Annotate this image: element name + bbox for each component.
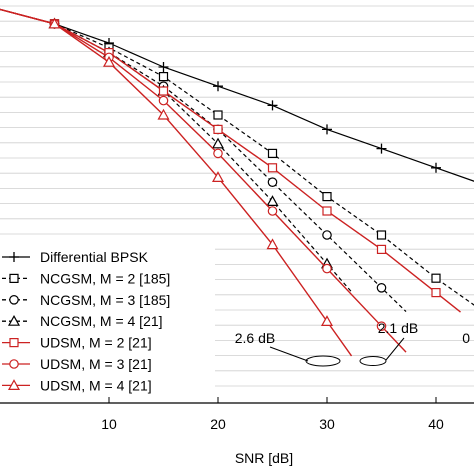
data-point-circle bbox=[322, 263, 332, 274]
data-point-circle bbox=[322, 230, 332, 240]
data-point-square bbox=[322, 192, 332, 202]
data-point-circle bbox=[376, 321, 387, 331]
series-line bbox=[0, 8, 461, 313]
data-point-square bbox=[431, 288, 441, 298]
data-point-plus bbox=[431, 162, 441, 173]
data-point-plus bbox=[322, 124, 332, 135]
data-point-triangle bbox=[7, 314, 21, 326]
series-7 bbox=[0, 8, 353, 357]
legend-label: UDSM, M = 2 [21] bbox=[40, 335, 152, 351]
data-point-triangle bbox=[157, 108, 170, 120]
data-point-triangle bbox=[48, 17, 61, 29]
data-point-circle bbox=[213, 148, 223, 159]
legend-item: UDSM, M = 4 [21] bbox=[2, 377, 152, 393]
legend-item: NCGSM, M = 3 [185] bbox=[2, 292, 170, 308]
legend-label: UDSM, M = 4 [21] bbox=[40, 377, 152, 393]
data-point-triangle bbox=[266, 238, 279, 250]
data-point-triangle bbox=[211, 137, 225, 149]
legend-label: UDSM, M = 3 [21] bbox=[40, 356, 152, 372]
data-point-circle bbox=[9, 359, 19, 369]
data-point-triangle bbox=[102, 55, 116, 67]
legend-item: UDSM, M = 2 [21] bbox=[2, 335, 152, 351]
x-axis-label: SNR [dB] bbox=[235, 450, 293, 466]
legend-box bbox=[0, 245, 215, 393]
series-line bbox=[0, 8, 353, 357]
data-point-circle bbox=[267, 177, 278, 187]
annotation-pointer bbox=[385, 337, 405, 361]
series-line bbox=[0, 8, 474, 182]
legend-label: NCGSM, M = 4 [21] bbox=[40, 313, 163, 329]
legend-label: NCGSM, M = 2 [185] bbox=[40, 270, 170, 286]
data-point-square bbox=[213, 124, 223, 135]
data-point-square bbox=[158, 86, 169, 96]
x-tick-label: 40 bbox=[428, 416, 444, 432]
legend-item: Differential BPSK bbox=[2, 249, 149, 265]
data-point-plus bbox=[158, 62, 169, 72]
data-point-square bbox=[376, 244, 387, 254]
data-point-square bbox=[267, 148, 278, 158]
data-point-circle bbox=[376, 282, 387, 293]
annotations: 2.6 dB 2.1 dB 0 bbox=[235, 320, 470, 367]
series-group bbox=[0, 8, 474, 357]
gap-ellipse bbox=[359, 356, 387, 366]
data-point-square bbox=[431, 273, 441, 283]
x-axis-ticks: 10 20 30 40 bbox=[101, 397, 444, 432]
legend-item: NCGSM, M = 4 [21] bbox=[2, 313, 163, 329]
data-point-circle bbox=[158, 95, 169, 106]
data-point-plus bbox=[9, 252, 19, 262]
data-point-square bbox=[322, 206, 332, 216]
series-6 bbox=[0, 8, 407, 353]
data-point-triangle bbox=[266, 195, 279, 206]
data-point-square bbox=[376, 230, 387, 240]
annotation-text: 2.6 dB bbox=[235, 330, 275, 346]
x-tick-label: 10 bbox=[101, 416, 117, 432]
data-point-square bbox=[158, 71, 169, 82]
legend-label: NCGSM, M = 3 [185] bbox=[40, 292, 170, 308]
data-point-square bbox=[213, 110, 223, 120]
data-point-triangle bbox=[320, 315, 334, 326]
series-1 bbox=[0, 8, 474, 182]
data-point-square bbox=[9, 273, 19, 283]
data-point-plus bbox=[376, 143, 387, 154]
annotation-text: 0 bbox=[462, 330, 470, 346]
data-point-triangle bbox=[7, 379, 21, 390]
legend-item: UDSM, M = 3 [21] bbox=[2, 356, 152, 372]
data-point-plus bbox=[213, 81, 223, 92]
legend-item: NCGSM, M = 2 [185] bbox=[2, 270, 170, 286]
data-point-circle bbox=[9, 294, 19, 305]
series-5 bbox=[0, 8, 461, 313]
data-point-circle bbox=[267, 206, 278, 216]
data-point-square bbox=[9, 338, 19, 348]
annotation-pointer bbox=[269, 346, 309, 362]
x-tick-label: 30 bbox=[319, 416, 335, 432]
x-tick-label: 20 bbox=[210, 416, 226, 432]
gap-ellipse bbox=[305, 355, 341, 367]
legend-label: Differential BPSK bbox=[40, 249, 149, 265]
data-point-square bbox=[267, 163, 278, 173]
annotation-text: 2.1 dB bbox=[378, 320, 418, 336]
data-point-plus bbox=[267, 100, 278, 111]
data-point-triangle bbox=[211, 171, 225, 182]
legend: Differential BPSK NCGSM, M = 2 [185] NCGSM… bbox=[2, 249, 170, 393]
